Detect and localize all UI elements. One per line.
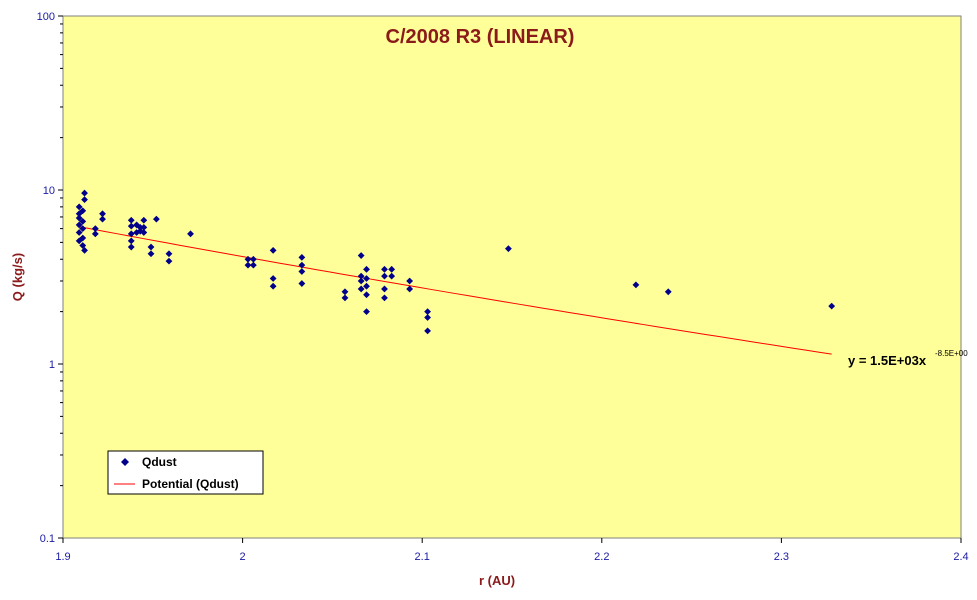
data-point [152,215,160,223]
data-point [244,255,252,263]
x-tick-label: 2.3 [774,551,789,563]
data-point [363,308,370,316]
data-point [424,308,431,316]
data-point [127,243,135,251]
legend-box [107,450,264,495]
data-point [147,250,155,258]
data-point [127,237,135,245]
data-point [363,282,370,290]
data-point [187,230,194,238]
data-point [424,327,431,335]
data-point [91,230,99,238]
data-point [406,285,414,293]
data-point [75,210,83,218]
data-point [75,229,83,236]
x-tick-label: 2.4 [953,551,968,563]
data-point [79,234,87,242]
data-point [140,223,148,231]
data-point [127,216,135,224]
data-point [632,281,640,289]
data-point [357,277,365,285]
data-point [91,225,99,233]
data-point [79,217,87,225]
data-point [388,272,396,280]
trendline [79,226,832,355]
data-point [140,216,148,224]
data-point [99,215,106,223]
trendline-layer [79,226,832,355]
data-point [269,275,277,282]
data-point [357,285,365,293]
data-point [505,245,512,253]
data-point [269,246,277,254]
data-point [165,250,173,258]
trendline-equation: y = 1.5E+03x -8.5E+00 [848,349,968,368]
data-point [381,285,388,293]
data-point [79,225,87,233]
data-point [406,277,414,285]
data-point [244,261,252,269]
data-point [357,272,365,280]
legend: Qdust Potential (Qdust) [107,450,264,495]
data-point [136,223,144,231]
y-tick-label: 100 [37,11,55,23]
legend-diamond-marker [121,458,129,466]
equation-exponent: -8.5E+00 [935,349,968,358]
data-point [75,221,83,229]
data-point [381,265,388,273]
data-point [75,203,83,211]
data-point [341,288,349,296]
data-point [363,291,370,299]
y-tick-label: 10 [43,185,55,197]
data-point [298,261,306,269]
y-tick-label: 0.1 [40,533,55,545]
data-point [363,275,370,282]
legend-label-qdust: Qdust [142,455,177,469]
data-point [165,257,173,265]
chart-title: C/2008 R3 (LINEAR) [386,26,575,48]
data-point [298,280,306,287]
data-point [81,196,88,204]
x-tick-label: 2.2 [594,551,609,563]
data-point [341,294,349,302]
data-point [381,272,388,280]
data-point [127,230,135,238]
data-point [424,314,431,321]
data-point [136,227,144,235]
data-point [363,265,370,273]
data-point [828,302,836,310]
y-axis: 0.1 1 10 100 [37,11,63,545]
data-point [298,253,306,261]
data-point [664,288,672,296]
y-tick-label: 1 [49,359,55,371]
legend-label-potential: Potential (Qdust) [142,477,239,491]
data-points [75,189,836,335]
data-point [249,255,257,263]
data-point [79,242,87,249]
data-point [381,294,388,302]
x-axis-title: r (AU) [479,573,515,588]
data-point [99,210,106,218]
data-point [140,229,148,236]
data-point [81,189,88,197]
data-point [147,243,155,251]
data-point [79,207,87,215]
data-point [269,282,277,290]
x-axis: 1.9 2 2.1 2.2 2.3 2.4 [55,538,969,563]
y-axis-title: Q (kg/s) [10,253,25,301]
x-tick-label: 1.9 [55,551,70,563]
x-tick-label: 2.1 [415,551,430,563]
data-point [81,246,88,254]
data-point [249,261,257,269]
data-point [388,265,396,273]
x-tick-label: 2 [240,551,246,563]
data-point [75,214,83,222]
data-point [357,252,365,259]
data-point [298,268,306,275]
equation-text: y = 1.5E+03x [848,353,927,368]
data-point [127,222,135,230]
